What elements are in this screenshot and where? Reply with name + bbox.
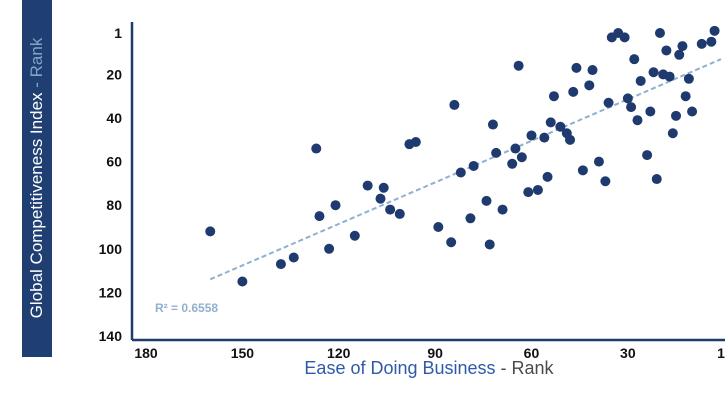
data-point <box>661 45 672 56</box>
data-point <box>571 62 582 73</box>
x-axis-title-qualifier: Rank <box>511 358 554 378</box>
y-tick-label: 120 <box>99 284 123 300</box>
data-point <box>526 130 537 141</box>
data-point <box>375 193 386 204</box>
data-point <box>671 110 682 121</box>
data-point <box>205 226 216 237</box>
y-axis-title-band <box>22 0 52 357</box>
data-point <box>635 75 646 86</box>
y-tick-label: 1 <box>114 25 122 41</box>
data-point <box>683 73 694 84</box>
data-point <box>706 36 717 47</box>
data-point <box>314 211 325 222</box>
data-point <box>603 97 614 108</box>
data-point <box>645 106 656 117</box>
data-point <box>687 106 698 117</box>
data-point <box>330 200 341 211</box>
data-point <box>516 152 527 163</box>
data-point <box>600 176 611 187</box>
data-point <box>497 204 508 215</box>
data-point <box>587 65 598 76</box>
x-axis-title-text: Ease of Doing Business <box>304 358 496 378</box>
data-point <box>523 187 534 198</box>
data-point <box>680 91 691 102</box>
data-point <box>449 99 460 110</box>
x-tick-label: 90 <box>427 345 443 358</box>
data-point <box>654 28 665 38</box>
x-tick-label: 60 <box>524 345 540 358</box>
data-point <box>651 174 662 185</box>
r-squared-label: R² = 0.6558 <box>155 301 218 315</box>
x-tick-label: 150 <box>231 345 255 358</box>
data-point <box>577 165 588 176</box>
data-point <box>349 230 360 241</box>
data-point <box>632 115 643 126</box>
data-point <box>237 276 248 287</box>
y-tick-label: 140 <box>99 328 123 344</box>
data-point <box>629 54 640 65</box>
data-point <box>481 195 492 206</box>
data-point <box>545 117 556 128</box>
data-point <box>275 259 286 270</box>
data-point <box>565 134 576 145</box>
x-tick-label: 120 <box>327 345 351 358</box>
data-point <box>539 132 550 143</box>
data-point <box>455 167 466 178</box>
data-point <box>568 86 579 97</box>
data-point <box>555 121 566 132</box>
data-point <box>394 208 405 219</box>
data-point <box>619 32 630 43</box>
data-point <box>468 160 479 171</box>
data-point <box>324 243 335 254</box>
data-point <box>648 67 659 78</box>
y-tick-label: 100 <box>99 241 123 257</box>
y-tick-label: 80 <box>106 197 122 213</box>
data-point <box>513 60 524 71</box>
trendline <box>209 58 722 281</box>
y-tick-label: 20 <box>106 66 122 82</box>
data-point <box>484 239 495 250</box>
data-point <box>696 38 707 49</box>
data-point <box>510 143 521 154</box>
y-tick-label: 60 <box>106 154 122 170</box>
data-point <box>465 213 476 224</box>
data-point <box>487 119 498 130</box>
x-tick-label: 1 <box>717 345 725 358</box>
data-point <box>584 80 595 91</box>
x-tick-label: 180 <box>134 345 158 358</box>
data-point <box>507 158 518 169</box>
data-point <box>433 222 444 233</box>
data-point <box>385 204 396 215</box>
data-point <box>542 171 553 182</box>
y-tick-label: 40 <box>106 110 122 126</box>
x-axis-title: Ease of Doing Business - Rank <box>304 358 554 378</box>
data-point <box>677 41 688 52</box>
data-point <box>311 143 322 154</box>
data-point <box>362 180 373 191</box>
data-point <box>626 102 637 113</box>
x-tick-label: 30 <box>620 345 636 358</box>
data-point <box>664 71 675 82</box>
data-point <box>378 182 389 193</box>
data-point <box>446 237 457 248</box>
data-point <box>709 25 720 36</box>
data-point <box>410 136 421 147</box>
data-point <box>288 252 299 263</box>
data-point <box>674 49 685 60</box>
data-point <box>622 93 633 104</box>
data-point <box>667 128 678 139</box>
data-point <box>532 184 543 195</box>
data-point <box>593 156 604 167</box>
data-point <box>642 150 653 161</box>
data-point <box>548 91 559 102</box>
data-point <box>491 147 502 158</box>
